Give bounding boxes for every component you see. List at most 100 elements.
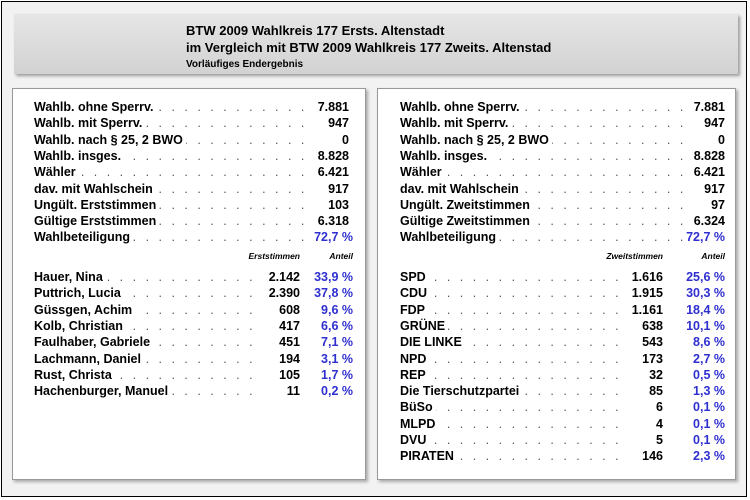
vote-count: 1.616 <box>631 270 663 284</box>
stat-label: Wahlbeteiligung <box>400 229 500 246</box>
stat-label: Wähler <box>34 164 79 181</box>
candidate-name: Lachmann, Daniel <box>34 350 144 367</box>
vote-share: 8,6 % <box>693 335 725 350</box>
candidate-name: CDU <box>400 285 431 302</box>
vote-count: 608 <box>279 302 300 317</box>
vote-count: 105 <box>279 367 300 382</box>
stat-row: . . . . . . . . . . . . . . . . . . . . … <box>400 180 730 197</box>
candidate-name: Hachenburger, Manuel <box>34 383 172 400</box>
stat-value: 7.881 <box>317 100 349 114</box>
result-row: . . . . . . . . . . . . . . . . . . . . … <box>400 334 730 351</box>
stat-row: . . . . . . . . . . . . . . . . . . . . … <box>34 229 354 246</box>
stat-row: . . . . . . . . . . . . . . . . . . . . … <box>34 99 354 115</box>
stat-row: . . . . . . . . . . . . . . . . . . . . … <box>400 213 730 230</box>
result-row: . . . . . . . . . . . . . . . . . . . . … <box>400 350 730 367</box>
stat-value: 6.318 <box>317 214 349 229</box>
result-row: . . . . . . . . . . . . . . . . . . . . … <box>400 432 730 448</box>
stat-label: Gültige Erststimmen <box>34 213 160 230</box>
stat-label: Wahlb. ohne Sperrv. <box>34 99 157 115</box>
votes-column-header: Zweitstimmen <box>606 251 663 261</box>
share-column-header: Anteil <box>701 251 725 261</box>
vote-count: 85 <box>649 384 663 399</box>
vote-count: 6 <box>656 400 663 415</box>
leader-dots: . . . . . . . . . . . . . . . . . . . . … <box>408 351 623 366</box>
stat-row: . . . . . . . . . . . . . . . . . . . . … <box>400 147 730 164</box>
vote-share: 0,2 % <box>321 384 353 399</box>
stat-value: 6.421 <box>317 165 349 180</box>
vote-share: 7,1 % <box>321 335 353 350</box>
candidate-name: REP <box>400 366 429 383</box>
stat-row: . . . . . . . . . . . . . . . . . . . . … <box>34 164 354 181</box>
vote-count: 173 <box>642 351 663 366</box>
stat-row: . . . . . . . . . . . . . . . . . . . . … <box>400 229 730 246</box>
stat-label: Gültige Zweitstimmen <box>400 213 533 230</box>
vote-share: 25,6 % <box>686 270 725 284</box>
candidate-name: Kolb, Christian <box>34 317 126 334</box>
candidate-name: Die Tierschutzpartei <box>400 383 523 400</box>
leader-dots: . . . . . . . . . . . . . . . . . . . . … <box>408 165 683 180</box>
result-row: . . . . . . . . . . . . . . . . . . . . … <box>400 301 730 318</box>
stat-row: . . . . . . . . . . . . . . . . . . . . … <box>34 115 354 132</box>
result-row: . . . . . . . . . . . . . . . . . . . . … <box>400 269 730 285</box>
candidate-name: PIRATEN <box>400 448 457 465</box>
candidate-name: DIE LINKE <box>400 334 465 351</box>
stat-label: Wahlb. mit Sperrv. <box>34 115 146 132</box>
result-row: . . . . . . . . . . . . . . . . . . . . … <box>34 350 354 367</box>
result-row: . . . . . . . . . . . . . . . . . . . . … <box>34 334 354 351</box>
vote-share: 1,3 % <box>693 384 725 399</box>
vote-count: 451 <box>279 335 300 350</box>
leader-dots: . . . . . . . . . . . . . . . . . . . . … <box>408 433 623 447</box>
result-row: . . . . . . . . . . . . . . . . . . . . … <box>400 383 730 400</box>
vote-count: 2.390 <box>268 286 300 301</box>
stat-value: 917 <box>328 181 349 196</box>
leader-dots: . . . . . . . . . . . . . . . . . . . . … <box>42 165 307 180</box>
vote-share: 30,3 % <box>686 286 725 301</box>
stat-label: Ungült. Zweitstimmen <box>400 196 533 213</box>
leader-dots: . . . . . . . . . . . . . . . . . . . . … <box>408 302 623 317</box>
result-row: . . . . . . . . . . . . . . . . . . . . … <box>400 415 730 432</box>
stat-value: 947 <box>704 116 725 131</box>
vote-count: 194 <box>279 351 300 366</box>
leader-dots: . . . . . . . . . . . . . . . . . . . . … <box>408 367 623 382</box>
vote-count: 1.161 <box>631 302 663 317</box>
candidate-name: FDP <box>400 301 428 318</box>
leader-dots: . . . . . . . . . . . . . . . . . . . . … <box>408 318 623 333</box>
candidate-name: Faulhaber, Gabriele <box>34 334 154 351</box>
stat-value: 0 <box>342 132 349 147</box>
stat-label: Wahlb. ohne Sperrv. <box>400 99 523 115</box>
vote-count: 638 <box>642 318 663 333</box>
stat-value: 8.828 <box>317 148 349 163</box>
stat-row: . . . . . . . . . . . . . . . . . . . . … <box>400 164 730 181</box>
first-vote-panel: . . . . . . . . . . . . . . . . . . . . … <box>12 88 366 480</box>
stat-label: Wahlb. mit Sperrv. <box>400 115 512 132</box>
report-subtitle: Vorläufiges Endergebnis <box>186 59 304 70</box>
result-row: . . . . . . . . . . . . . . . . . . . . … <box>34 317 354 334</box>
stat-label: Wahlb. nach § 25, 2 BWO <box>34 131 186 148</box>
stat-label: Ungült. Erststimmen <box>34 196 160 213</box>
candidate-name: BüSo <box>400 399 436 416</box>
stat-value: 6.324 <box>693 214 725 229</box>
candidate-name: DVU <box>400 432 430 448</box>
vote-share: 0,1 % <box>693 416 725 431</box>
stat-value: 917 <box>704 181 725 196</box>
stat-label: Wahlb. insges. <box>400 147 491 164</box>
vote-count: 4 <box>656 416 663 431</box>
share-column-header: Anteil <box>329 251 353 261</box>
votes-column-header: Erststimmen <box>248 251 301 261</box>
result-row: . . . . . . . . . . . . . . . . . . . . … <box>34 301 354 318</box>
leader-dots: . . . . . . . . . . . . . . . . . . . . … <box>408 400 623 415</box>
stat-value: 8.828 <box>693 148 725 163</box>
stat-value: 7.881 <box>693 100 725 114</box>
vote-count: 32 <box>649 367 663 382</box>
candidate-name: Rust, Christa <box>34 366 115 383</box>
result-row: . . . . . . . . . . . . . . . . . . . . … <box>400 317 730 334</box>
candidate-name: SPD <box>400 269 429 285</box>
vote-count: 543 <box>642 335 663 350</box>
stat-row: . . . . . . . . . . . . . . . . . . . . … <box>400 99 730 115</box>
result-row: . . . . . . . . . . . . . . . . . . . . … <box>34 383 354 400</box>
stat-label: Wahlb. insges. <box>34 147 125 164</box>
turnout-percent: 72,7 % <box>686 230 725 245</box>
stat-value: 0 <box>718 132 725 147</box>
stat-label: dav. mit Wahlschein <box>34 180 156 197</box>
stat-row: . . . . . . . . . . . . . . . . . . . . … <box>400 196 730 213</box>
